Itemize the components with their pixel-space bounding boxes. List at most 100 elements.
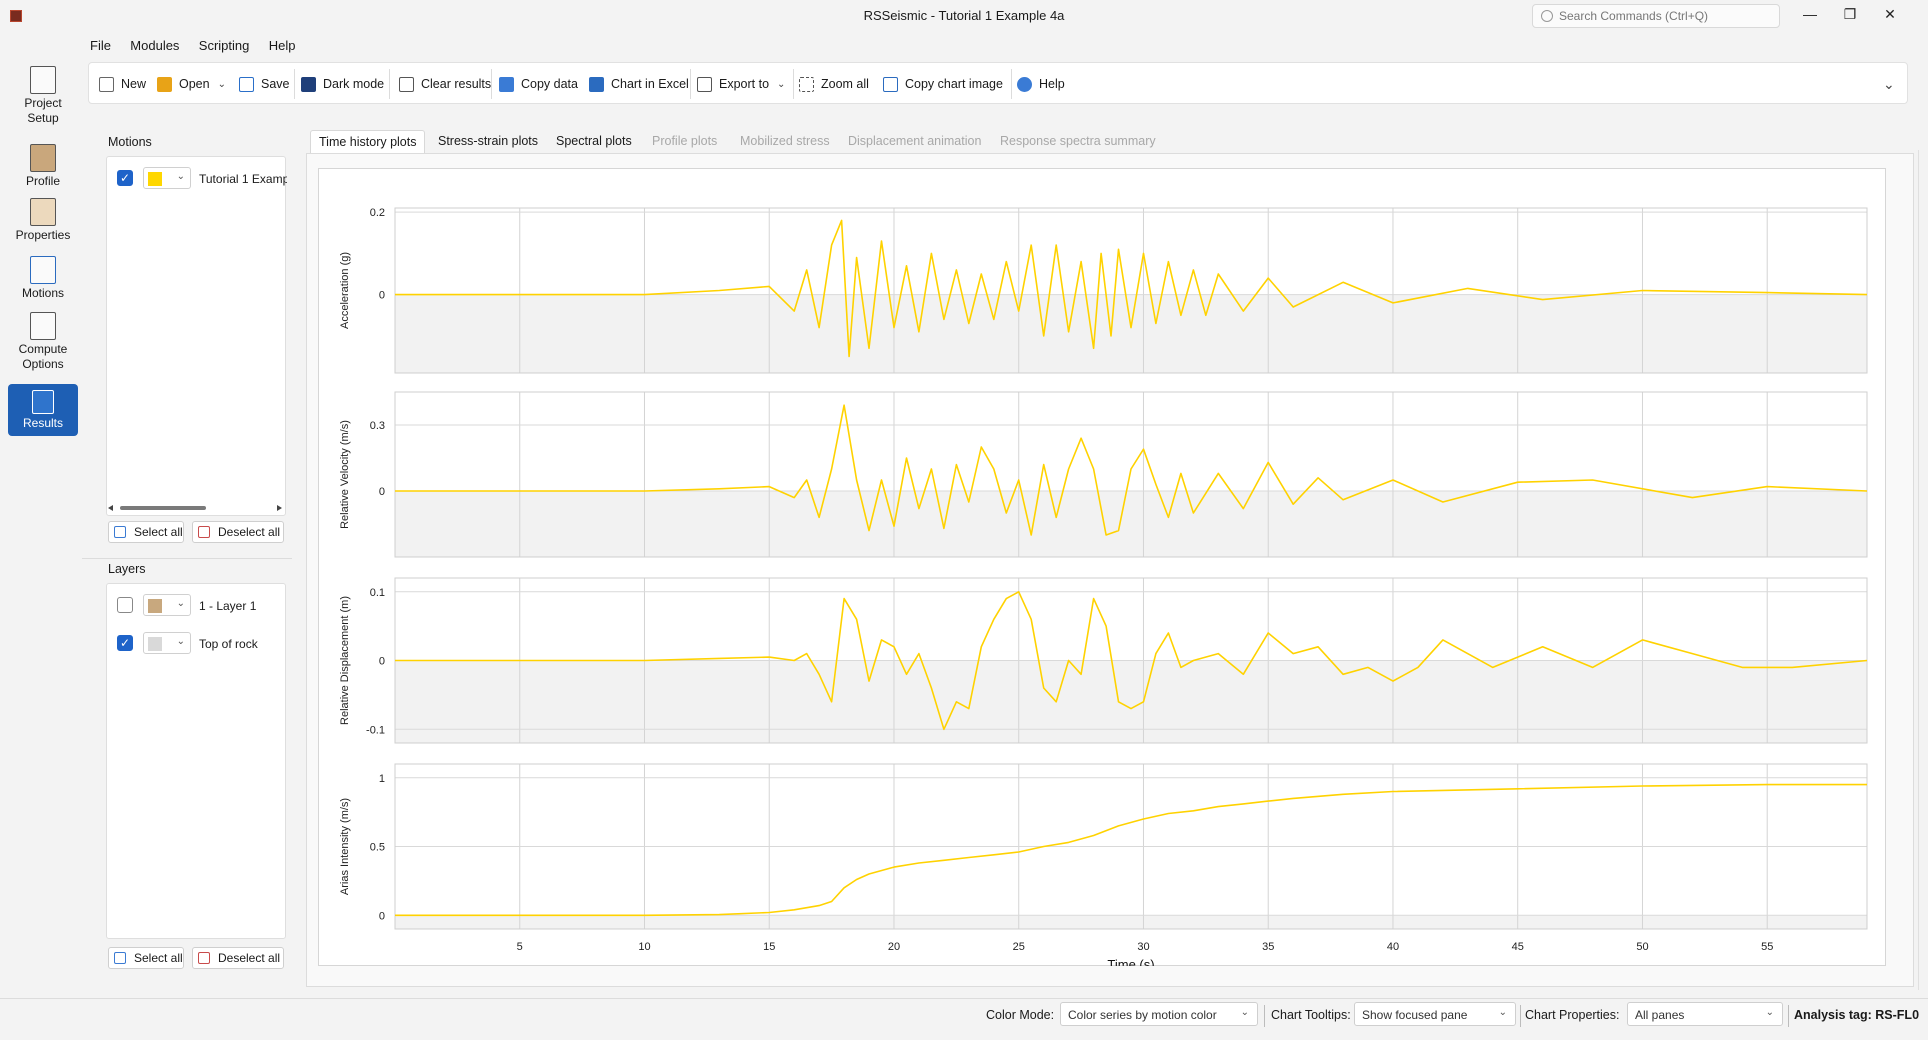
new-file-icon [99, 76, 114, 92]
calculator-icon [30, 312, 56, 340]
color-mode-dropdown[interactable]: Color series by motion color ⌄ [1060, 1002, 1258, 1026]
dark-mode-button[interactable]: Dark mode [301, 73, 384, 95]
save-button[interactable]: Save [239, 73, 290, 95]
chart-properties-label: Chart Properties: [1525, 1008, 1620, 1022]
layers-select-all-button[interactable]: Select all [108, 947, 184, 969]
clear-results-icon [399, 76, 414, 92]
deselect-all-icon [198, 526, 210, 538]
toolbar-divider [690, 69, 691, 99]
layer-color-swatch [148, 637, 162, 651]
zoom-all-button[interactable]: Zoom all [799, 73, 869, 95]
tab-stress-strain-plots[interactable]: Stress-strain plots [438, 134, 539, 148]
chevron-down-icon: ⌄ [1498, 1007, 1507, 1018]
layer-label: 1 - Layer 1 [199, 599, 257, 613]
chart-properties-value: All panes [1635, 1008, 1685, 1022]
x-tick-label: 35 [1262, 941, 1274, 953]
menu-scripting[interactable]: Scripting [198, 38, 250, 53]
chevron-down-icon: ⌄ [217, 78, 226, 90]
motions-list: ✓ ⌄ Tutorial 1 Example 4a [106, 156, 287, 516]
maximize-button[interactable]: ❐ [1843, 6, 1857, 22]
nav-results[interactable]: Results [8, 384, 78, 436]
nav-compute-options[interactable]: Compute Options [8, 312, 78, 372]
x-tick-label: 30 [1137, 941, 1149, 953]
chart-tooltips-dropdown[interactable]: Show focused pane ⌄ [1354, 1002, 1516, 1026]
copy-data-button[interactable]: Copy data [499, 73, 578, 95]
minimize-button[interactable]: — [1803, 6, 1817, 22]
chevron-down-icon: ⌄ [176, 598, 185, 609]
motions-deselect-all-button[interactable]: Deselect all [192, 521, 284, 543]
x-tick-label: 15 [763, 941, 775, 953]
series-line [395, 219, 1868, 358]
layers-list: ⌄ 1 - Layer 1 ✓ ⌄ Top of rock [106, 583, 286, 939]
search-commands-input[interactable]: Search Commands (Ctrl+Q) [1532, 4, 1780, 28]
pane-background-lower [395, 294, 1867, 373]
new-button[interactable]: New [99, 73, 146, 95]
menu-modules[interactable]: Modules [130, 38, 180, 53]
series-line [395, 590, 1868, 731]
tab-profile-plots[interactable]: Profile plots [652, 134, 718, 148]
toolbar-divider [294, 69, 295, 99]
save-icon [239, 76, 254, 92]
app-icon [10, 10, 22, 22]
chart-tooltips-value: Show focused pane [1362, 1008, 1468, 1022]
chart-pane: 0.2 0 Acceleration (g) [339, 207, 1868, 374]
tab-response-spectra-summary[interactable]: Response spectra summary [1000, 134, 1156, 148]
export-to-label: Export to [719, 77, 770, 91]
open-label: Open [179, 77, 210, 91]
motion-color-dropdown[interactable]: ⌄ [143, 167, 191, 189]
pane-border [394, 207, 1868, 374]
chart-in-excel-button[interactable]: Chart in Excel [589, 73, 689, 95]
new-label: New [121, 77, 147, 91]
layer-color-dropdown[interactable]: ⌄ [143, 632, 191, 654]
color-mode-label: Color Mode: [986, 1008, 1055, 1022]
layer-color-dropdown[interactable]: ⌄ [143, 594, 191, 616]
close-button[interactable]: ✕ [1884, 6, 1896, 22]
nav-properties[interactable]: Properties [8, 198, 78, 243]
menu-help[interactable]: Help [268, 38, 296, 53]
nav-motions-label: Motions [21, 286, 65, 300]
nav-project-setup[interactable]: Project Setup [8, 66, 78, 126]
results-icon [32, 390, 54, 414]
nav-motions[interactable]: Motions [8, 256, 78, 301]
motions-group-title: Motions [108, 135, 152, 149]
clear-results-button[interactable]: Clear results [399, 73, 491, 95]
y-axis-label: Relative Displacement (m) [339, 596, 351, 725]
chevron-down-icon: ⌄ [1240, 1007, 1249, 1018]
chevron-down-icon: ⌄ [777, 78, 786, 90]
y-tick-label: 0 [379, 910, 385, 922]
y-tick-label: 0.2 [370, 207, 385, 219]
menu-file[interactable]: File [90, 38, 111, 53]
motions-select-all-button[interactable]: Select all [108, 521, 184, 543]
tab-spectral-plots[interactable]: Spectral plots [556, 134, 632, 148]
profile-icon [30, 144, 56, 172]
time-history-chart[interactable]: 0.2 0 Acceleration (g) 0.3 0 Relative Velocit… [318, 168, 1886, 966]
pane-background-lower [395, 660, 1867, 743]
chart-tooltips-label: Chart Tooltips: [1271, 1008, 1351, 1022]
chart-pane: 0.1 0 -0.1 Relative Displacement (m) [339, 577, 1868, 744]
zoom-all-label: Zoom all [821, 77, 869, 91]
motion-checkbox[interactable]: ✓ [117, 170, 133, 186]
layers-deselect-all-button[interactable]: Deselect all [192, 947, 284, 969]
motions-icon [30, 256, 56, 284]
y-axis-label: Acceleration (g) [339, 252, 351, 329]
layer-checkbox[interactable] [117, 597, 133, 613]
chevron-down-icon: ⌄ [1765, 1007, 1774, 1018]
help-button[interactable]: Help [1017, 73, 1065, 95]
export-to-button[interactable]: Export to ⌄ [697, 73, 785, 95]
x-axis-label: Time (s) [1107, 957, 1154, 966]
layer-checkbox[interactable]: ✓ [117, 635, 133, 651]
open-button[interactable]: Open ⌄ [157, 73, 226, 95]
x-tick-label: 5 [517, 941, 523, 953]
tab-mobilized-stress[interactable]: Mobilized stress [740, 134, 830, 148]
nav-profile[interactable]: Profile [8, 144, 78, 189]
chart-properties-dropdown[interactable]: All panes ⌄ [1627, 1002, 1783, 1026]
copy-chart-image-button[interactable]: Copy chart image [883, 73, 1003, 95]
right-scroll-edge [1918, 150, 1919, 990]
tab-time-history-plots[interactable]: Time history plots [310, 130, 426, 154]
toolbar-expand-button[interactable]: ⌄ [1883, 75, 1895, 92]
motion-color-swatch [148, 172, 162, 186]
motions-horizontal-scrollbar[interactable] [108, 504, 282, 512]
title-bar: RSSeismic - Tutorial 1 Example 4a Search… [0, 0, 1928, 32]
tab-displacement-animation[interactable]: Displacement animation [848, 134, 982, 148]
pane-background-upper [395, 764, 1867, 916]
